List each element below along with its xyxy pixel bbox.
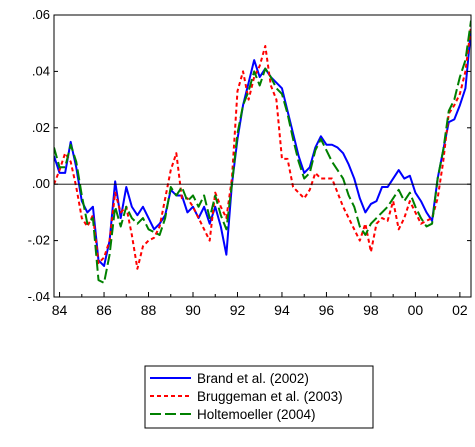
- x-tick-label: 96: [319, 302, 335, 318]
- x-tick-label: 86: [96, 302, 112, 318]
- legend-box: [144, 365, 374, 429]
- legend: Brand et al. (2002) Bruggeman et al. (200…: [144, 365, 374, 429]
- y-tick-label: .00: [32, 176, 50, 191]
- axes: -.04 -.02 .00 .02 .04 .06 84 86 88 90 92 94 96 98 00 02: [28, 7, 472, 318]
- plot-frame: [53, 14, 472, 298]
- y-tick-label: -.02: [28, 233, 50, 248]
- y-tick-label: .06: [32, 7, 50, 22]
- legend-label-1: Brand et al. (2002): [197, 371, 309, 386]
- y-tick-label: .02: [32, 120, 50, 135]
- x-tick-label: 98: [363, 302, 379, 318]
- series-line-1: [54, 29, 471, 267]
- legend-label-2: Bruggeman et al. (2003): [197, 389, 343, 404]
- legend-label-3: Holtemoeller (2004): [197, 407, 316, 422]
- x-tick-label: 92: [230, 302, 246, 318]
- x-tick-label: 90: [185, 302, 201, 318]
- x-tick-label: 00: [408, 302, 424, 318]
- x-tick-label: 02: [452, 302, 468, 318]
- x-tick-label: 84: [52, 302, 68, 318]
- y-tick-label: -.04: [28, 289, 50, 304]
- series-line-3: [54, 20, 471, 284]
- y-tick-label: .04: [32, 63, 50, 78]
- x-tick-label: 88: [141, 302, 157, 318]
- x-tick-label: 94: [274, 302, 290, 318]
- plot-area: [54, 20, 471, 284]
- series-line-2: [54, 26, 471, 270]
